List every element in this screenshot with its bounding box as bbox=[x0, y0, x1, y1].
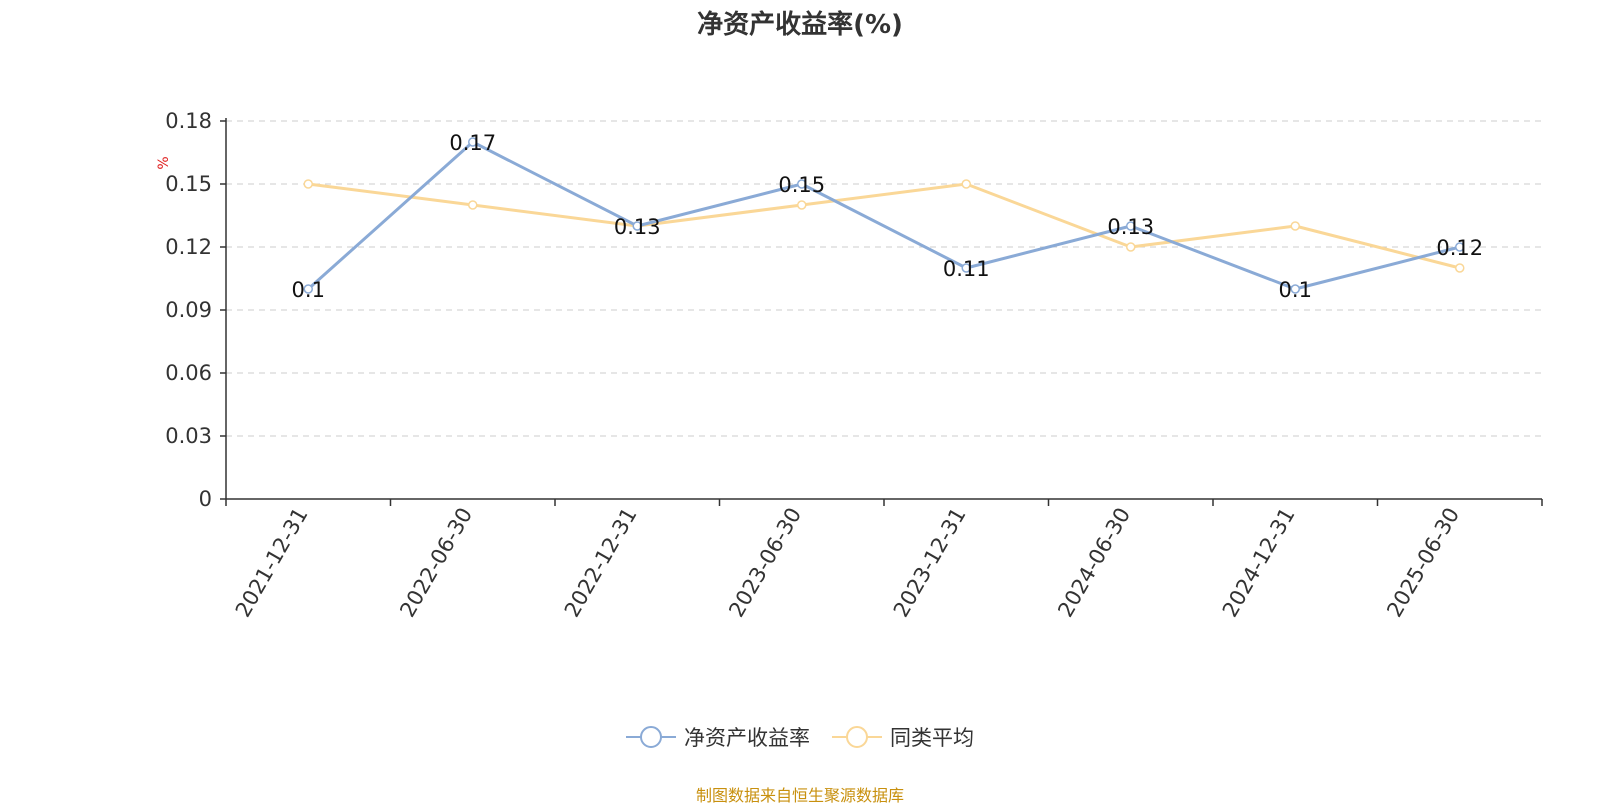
axes: 0 0.03 0.06 0.09 0.12 0.15 0.18% 2021-12-31 2022… bbox=[156, 109, 1543, 622]
data-point bbox=[468, 200, 478, 210]
y-tick-label: 0.06 bbox=[165, 361, 212, 385]
data-point bbox=[303, 179, 313, 189]
data-point bbox=[797, 200, 807, 210]
y-tick-label: 0.03 bbox=[165, 424, 212, 448]
y-tick-label: 0.09 bbox=[165, 298, 212, 322]
y-axis-unit-label: % bbox=[156, 156, 172, 169]
x-tick-label: 2021-12-31 bbox=[231, 504, 313, 622]
series-line bbox=[308, 182, 1461, 270]
x-tick-label: 2022-06-30 bbox=[395, 504, 477, 622]
data-labels: 0.1 0.17 0.13 0.15 0.11 0.13 0.1 0.12 bbox=[292, 131, 1484, 302]
data-label: 0.17 bbox=[449, 131, 496, 155]
data-label: 0.1 bbox=[1279, 278, 1312, 302]
data-point bbox=[961, 179, 971, 189]
data-point bbox=[1455, 263, 1465, 273]
x-tick-label: 2025-06-30 bbox=[1382, 504, 1464, 622]
chart-title: 净资产收益率(%) bbox=[697, 10, 903, 40]
x-tick-label: 2024-06-30 bbox=[1053, 504, 1135, 622]
data-label: 0.12 bbox=[1436, 236, 1483, 260]
data-point bbox=[961, 263, 971, 273]
y-tick-label: 0.18 bbox=[165, 109, 212, 133]
data-point bbox=[1290, 284, 1300, 294]
data-label: 0.1 bbox=[292, 278, 325, 302]
legend-label: 净资产收益率 bbox=[684, 726, 810, 750]
legend-item[interactable]: 同类平均 bbox=[832, 722, 974, 752]
legend: 净资产收益率 同类平均 bbox=[0, 722, 1600, 752]
y-tick-label: 0.12 bbox=[165, 235, 212, 259]
series-lines bbox=[303, 137, 1465, 294]
source-note: 制图数据来自恒生聚源数据库 bbox=[695, 786, 904, 805]
x-tick-label: 2023-06-30 bbox=[724, 504, 806, 622]
x-tick-label: 2022-12-31 bbox=[560, 504, 642, 622]
data-label: 0.13 bbox=[1107, 215, 1154, 239]
y-tick-label: 0.15 bbox=[165, 172, 212, 196]
legend-marker-icon bbox=[832, 724, 882, 750]
data-point bbox=[632, 221, 642, 231]
data-label: 0.13 bbox=[614, 215, 661, 239]
data-point bbox=[1290, 221, 1300, 231]
legend-item[interactable]: 净资产收益率 bbox=[626, 722, 810, 752]
x-tick-label: 2024-12-31 bbox=[1218, 504, 1300, 622]
data-point bbox=[1126, 242, 1136, 252]
data-point bbox=[1126, 221, 1136, 231]
data-label: 0.11 bbox=[943, 257, 990, 281]
legend-marker-icon bbox=[626, 724, 676, 750]
data-label: 0.15 bbox=[778, 173, 825, 197]
legend-label: 同类平均 bbox=[890, 726, 974, 750]
data-point bbox=[468, 137, 478, 147]
data-point bbox=[797, 179, 807, 189]
data-point bbox=[1455, 242, 1465, 252]
grid-lines bbox=[226, 120, 1542, 437]
y-tick-label: 0 bbox=[199, 487, 212, 511]
data-point bbox=[303, 284, 313, 294]
x-tick-label: 2023-12-31 bbox=[889, 504, 971, 622]
series-line bbox=[307, 140, 1461, 291]
